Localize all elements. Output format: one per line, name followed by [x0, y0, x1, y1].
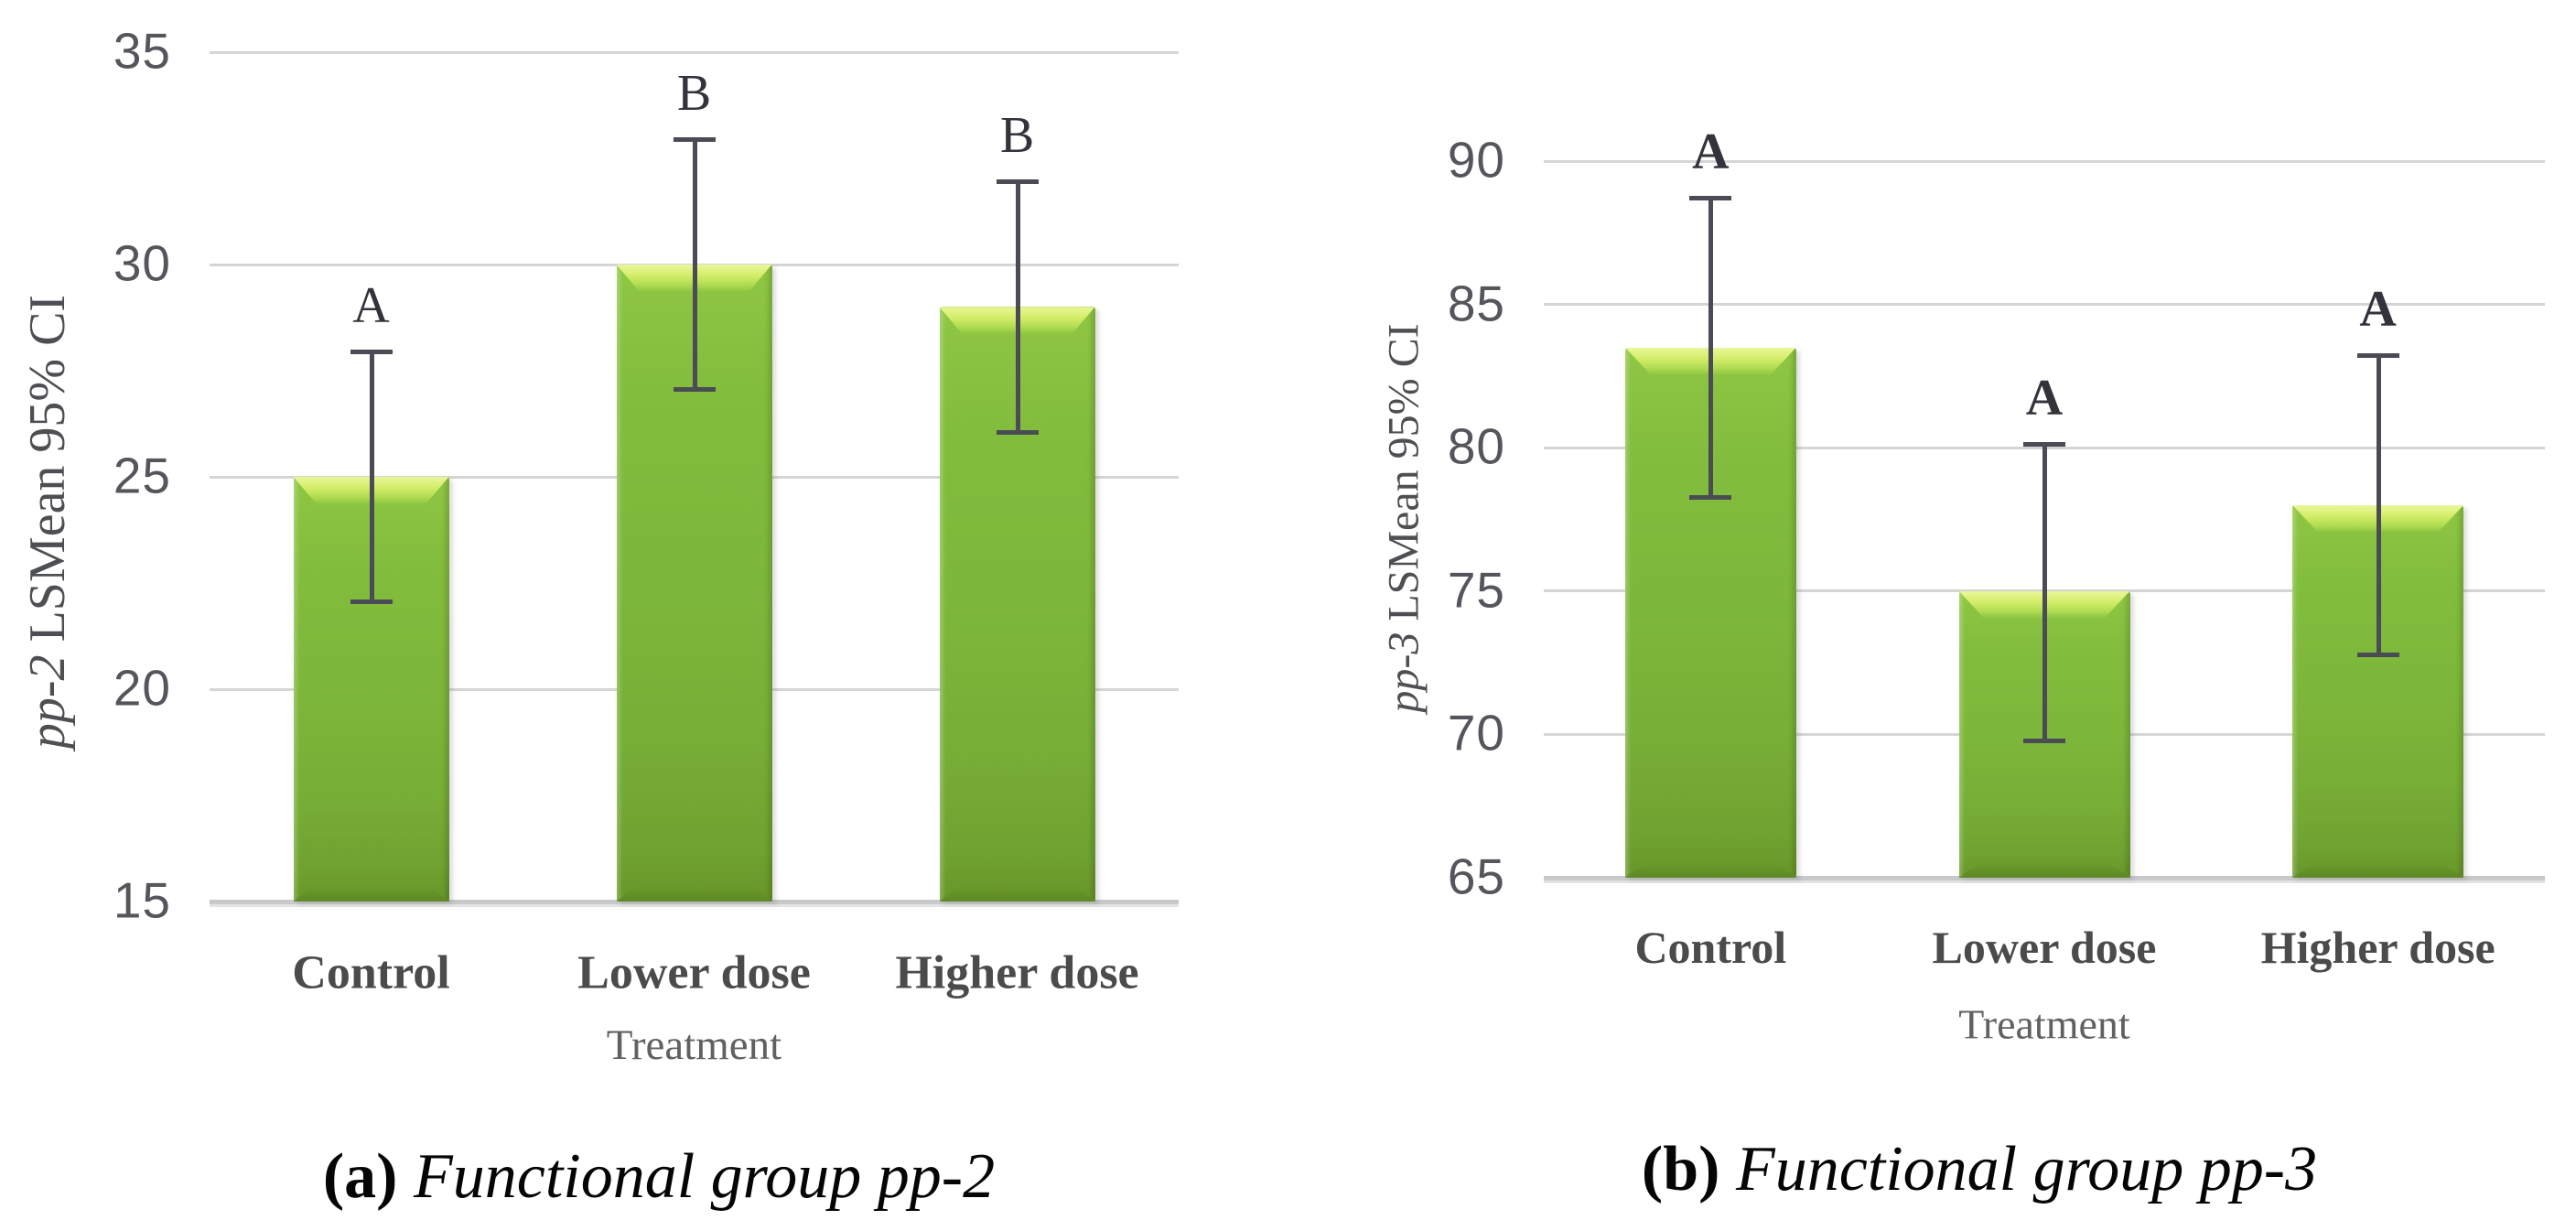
panel-caption-text: Functional group pp-2 [397, 1141, 996, 1212]
error-bar-line [1708, 195, 1714, 500]
x-axis-title: Treatment [1958, 1000, 2130, 1048]
error-bar [1689, 195, 1732, 500]
error-bar [2023, 441, 2065, 743]
error-bar-top-cap [2023, 441, 2065, 447]
y-tick-label: 70 [1447, 705, 1505, 762]
significance-letter: A [2025, 369, 2064, 427]
panel-caption-label: (b) [1641, 1134, 1720, 1204]
y-tick-label: 20 [113, 659, 171, 717]
y-tick-label: 90 [1447, 131, 1505, 189]
x-axis-line [210, 900, 1179, 904]
gridline [1544, 303, 2545, 307]
gridline [210, 50, 1179, 54]
y-axis-title-rest: LSMean 95% CI [19, 294, 76, 655]
y-tick-label: 65 [1447, 848, 1505, 905]
error-bar-line [692, 136, 697, 393]
y-tick-label: 75 [1447, 561, 1505, 619]
error-bar-bottom-cap [996, 429, 1039, 435]
error-bar-bottom-cap [673, 387, 716, 393]
error-bar-top-cap [673, 136, 716, 142]
y-tick-label: 30 [113, 234, 171, 292]
error-bar-bottom-cap [2356, 652, 2399, 657]
x-axis-line [1544, 876, 2545, 880]
y-axis-title: pp-3 LSMean 95% CI [1379, 323, 1429, 712]
y-axis-title-italic-part: pp-2 [19, 654, 76, 750]
y-tick-label: 25 [113, 447, 171, 504]
significance-letter: A [2359, 280, 2397, 338]
panel-caption-label: (a) [322, 1141, 398, 1212]
y-axis-title-rest: LSMean 95% CI [1379, 323, 1428, 632]
significance-letter: A [1692, 123, 1730, 180]
x-category-label: Higher dose [2260, 922, 2495, 973]
error-bar [673, 136, 716, 393]
error-bar-line [2376, 352, 2381, 657]
y-axis-title: pp-2 LSMean 95% CI [18, 295, 77, 749]
x-category-label: Control [292, 946, 450, 999]
panel-caption: (a) Functional group pp-2 [323, 1140, 995, 1214]
error-bar-bottom-cap [1689, 494, 1732, 500]
x-axis-title: Treatment [606, 1021, 782, 1069]
y-axis-title-italic-part: pp-3 [1379, 632, 1428, 713]
error-bar [2356, 352, 2399, 657]
y-tick-label: 80 [1447, 417, 1505, 475]
error-bar-bottom-cap [350, 599, 393, 605]
y-tick-label: 85 [1447, 275, 1505, 332]
y-tick-label: 15 [113, 871, 171, 929]
x-category-label: Lower dose [577, 946, 811, 999]
x-category-label: Lower dose [1932, 922, 2157, 973]
error-bar-top-cap [350, 349, 393, 354]
error-bar-line [369, 349, 374, 605]
error-bar-top-cap [996, 179, 1039, 185]
error-bar-bottom-cap [2023, 738, 2065, 743]
error-bar-top-cap [1689, 195, 1732, 200]
x-category-label: Control [1634, 922, 1787, 973]
panel-caption-text: Functional group pp-3 [1719, 1134, 2318, 1204]
panel-caption: (b) Functional group pp-3 [1642, 1133, 2317, 1206]
error-bar [350, 349, 393, 605]
x-category-label: Higher dose [895, 946, 1139, 999]
significance-letter: A [352, 276, 390, 334]
error-bar-line [1015, 179, 1020, 435]
error-bar-line [2042, 441, 2047, 743]
y-tick-label: 35 [113, 22, 171, 80]
error-bar-top-cap [2356, 352, 2399, 358]
significance-letter: B [676, 64, 712, 122]
significance-letter: B [999, 107, 1035, 165]
gridline [1544, 159, 2545, 163]
error-bar [996, 179, 1039, 435]
